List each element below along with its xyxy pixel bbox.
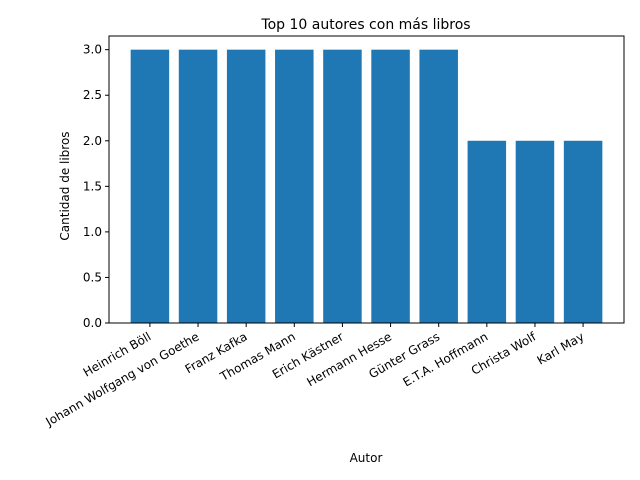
- bar: [419, 49, 458, 324]
- bar: [563, 140, 603, 323]
- y-axis: 0.0 0.5 1.0 1.5 2.0 2.5 3.0: [83, 43, 109, 330]
- bar: [371, 49, 410, 324]
- bar: [467, 140, 507, 323]
- y-tick-label: 2.5: [83, 88, 102, 102]
- x-axis-label: Autor: [350, 451, 383, 465]
- y-tick-label: 0.0: [83, 316, 102, 330]
- y-tick-label: 3.0: [83, 43, 102, 57]
- bars-group: [130, 49, 603, 324]
- bar: [515, 140, 555, 323]
- y-tick-label: 0.5: [83, 270, 102, 284]
- chart-title: Top 10 autores con más libros: [260, 17, 470, 33]
- y-tick-label: 2.0: [83, 134, 102, 148]
- bar: [178, 49, 218, 324]
- bar: [323, 49, 362, 324]
- bar: [275, 49, 314, 324]
- y-tick-label: 1.5: [83, 179, 102, 193]
- plot-frame: [108, 35, 625, 324]
- bar: [130, 49, 170, 324]
- bar: [226, 49, 266, 324]
- y-tick-label: 1.0: [83, 225, 102, 239]
- y-axis-label: Cantidad de libros: [58, 131, 72, 240]
